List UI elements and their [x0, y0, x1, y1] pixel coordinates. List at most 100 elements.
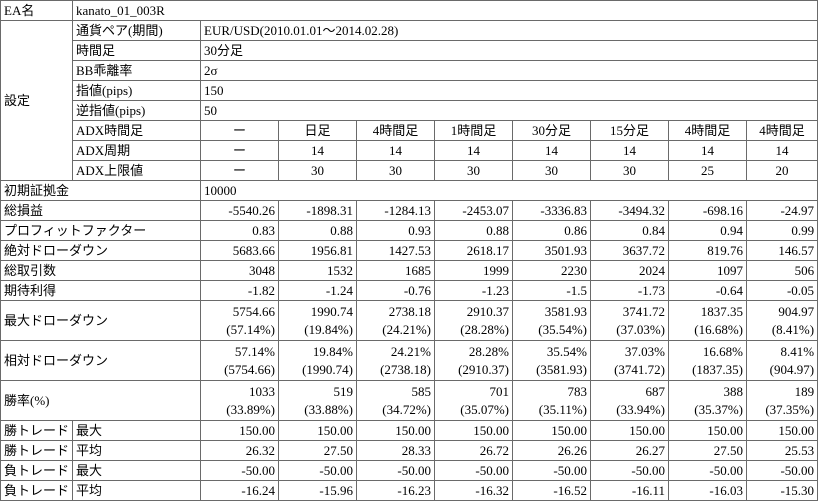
table-row: 総取引数 3048 1532 1685 1999 2230 2024 1097 506	[0, 260, 818, 281]
value: 16.68% (1837.35)	[668, 340, 747, 381]
cell-line: 1837.35	[700, 303, 743, 319]
setting-value: 20	[745, 160, 818, 181]
cell-line: (35.37%)	[694, 401, 743, 417]
value: 2618.17	[434, 240, 513, 261]
row-sublabel: 平均	[72, 440, 201, 461]
row-label: 期待利得	[0, 280, 201, 301]
cell-line: 2910.37	[466, 303, 509, 319]
setting-value: 25	[668, 160, 747, 181]
setting-label: ADX周期	[72, 140, 201, 161]
value: 150.00	[668, 420, 747, 441]
value: 1837.35 (16.68%)	[668, 300, 747, 341]
setting-value: 1時間足	[434, 120, 513, 141]
setting-label: 逆指値(pips)	[72, 100, 201, 121]
cell-line: 3741.72	[622, 303, 665, 319]
value: 150.00	[278, 420, 357, 441]
setting-value: 30	[512, 160, 591, 181]
value: 1999	[434, 260, 513, 281]
table-row: ADX周期ー 14 14 14 14 14 14 14	[1, 140, 818, 161]
value: 0.86	[512, 220, 591, 241]
table-row: 勝率(%) 1033 (33.89%) 519 (33.88%) 585 (34.72%) 7…	[0, 380, 818, 421]
row-label: 相対ドローダウン	[0, 340, 201, 381]
cell-line: 519	[333, 383, 354, 399]
value: -1.5	[512, 280, 591, 301]
value: 3637.72	[590, 240, 669, 261]
value: -0.64	[668, 280, 747, 301]
setting-label: 通貨ペア(期間)	[72, 20, 201, 41]
row-sublabel: 最大	[72, 420, 201, 441]
value: -50.00	[745, 460, 818, 481]
value: -1.24	[278, 280, 357, 301]
cell-line: (8.41%)	[771, 321, 815, 337]
cell-line: 3581.93	[544, 303, 587, 319]
value: 1685	[356, 260, 435, 281]
value: 27.50	[668, 440, 747, 461]
cell-line: (35.07%)	[460, 401, 509, 417]
value: 37.03% (3741.72)	[590, 340, 669, 381]
cell-line: (3581.93)	[536, 361, 587, 377]
value: 1532	[278, 260, 357, 281]
cell-line: (1837.35)	[692, 361, 743, 377]
cell-line: (57.14%)	[226, 321, 275, 337]
row-label: 総損益	[0, 200, 201, 221]
setting-value: 4時間足	[668, 120, 747, 141]
value: 150.00	[745, 420, 818, 441]
value: -1284.13	[356, 200, 435, 221]
value: 819.76	[668, 240, 747, 261]
cell-line: (1990.74)	[302, 361, 353, 377]
cell-line: 1033	[249, 383, 275, 399]
cell-line: 24.21%	[390, 343, 431, 359]
setting-value: 4時間足	[745, 120, 818, 141]
value: 1990.74 (19.84%)	[278, 300, 357, 341]
row-label: 負トレード	[0, 480, 73, 501]
cell-line: (19.84%)	[304, 321, 353, 337]
row-label: 総取引数	[0, 260, 201, 281]
setting-value: 14	[434, 140, 513, 161]
row-label: EA名	[0, 0, 73, 21]
cell-line: (16.68%)	[694, 321, 743, 337]
cell-line: (37.35%)	[765, 401, 815, 417]
value: 5683.66	[200, 240, 279, 261]
value: 146.57	[745, 240, 818, 261]
setting-value: ー	[200, 140, 279, 161]
table-row: 時間足 30分足	[1, 40, 818, 61]
setting-value: 30	[590, 160, 669, 181]
value: -698.16	[668, 200, 747, 221]
table-row: ADX時間足ー日足 4時間足 1時間足 30分足 15分足 4時間足 4時間足	[1, 120, 818, 141]
value: 25.53	[745, 440, 818, 461]
value: 1033 (33.89%)	[200, 380, 279, 421]
value: 904.97 (8.41%)	[745, 300, 818, 341]
setting-value: 2σ	[199, 60, 818, 81]
setting-label: 指値(pips)	[72, 80, 201, 101]
cell-line: (33.88%)	[304, 401, 353, 417]
value: -0.76	[356, 280, 435, 301]
value: 189 (37.35%)	[745, 380, 818, 421]
value: -50.00	[278, 460, 357, 481]
row-label: 勝トレード	[0, 420, 73, 441]
cell-line: 904.97	[778, 303, 815, 319]
value: 0.83	[200, 220, 279, 241]
setting-value: 30	[356, 160, 435, 181]
cell-line: 57.14%	[234, 343, 275, 359]
value: -1.73	[590, 280, 669, 301]
setting-value: 14	[512, 140, 591, 161]
cell-line: (2738.18)	[380, 361, 431, 377]
value: 28.28% (2910.37)	[434, 340, 513, 381]
cell-line: (35.11%)	[538, 401, 587, 417]
setting-value: 14	[745, 140, 818, 161]
setting-value: 30	[434, 160, 513, 181]
value: 5754.66 (57.14%)	[200, 300, 279, 341]
value: 0.84	[590, 220, 669, 241]
value: 2738.18 (24.21%)	[356, 300, 435, 341]
value: 150.00	[356, 420, 435, 441]
value: 10000	[199, 180, 818, 201]
setting-label: ADX上限値	[72, 160, 201, 181]
value: 26.72	[434, 440, 513, 461]
value: -1.23	[434, 280, 513, 301]
value: 0.94	[668, 220, 747, 241]
value: 35.54% (3581.93)	[512, 340, 591, 381]
value: 519 (33.88%)	[278, 380, 357, 421]
cell-line: 687	[645, 383, 666, 399]
setting-label: ADX時間足	[72, 120, 201, 141]
